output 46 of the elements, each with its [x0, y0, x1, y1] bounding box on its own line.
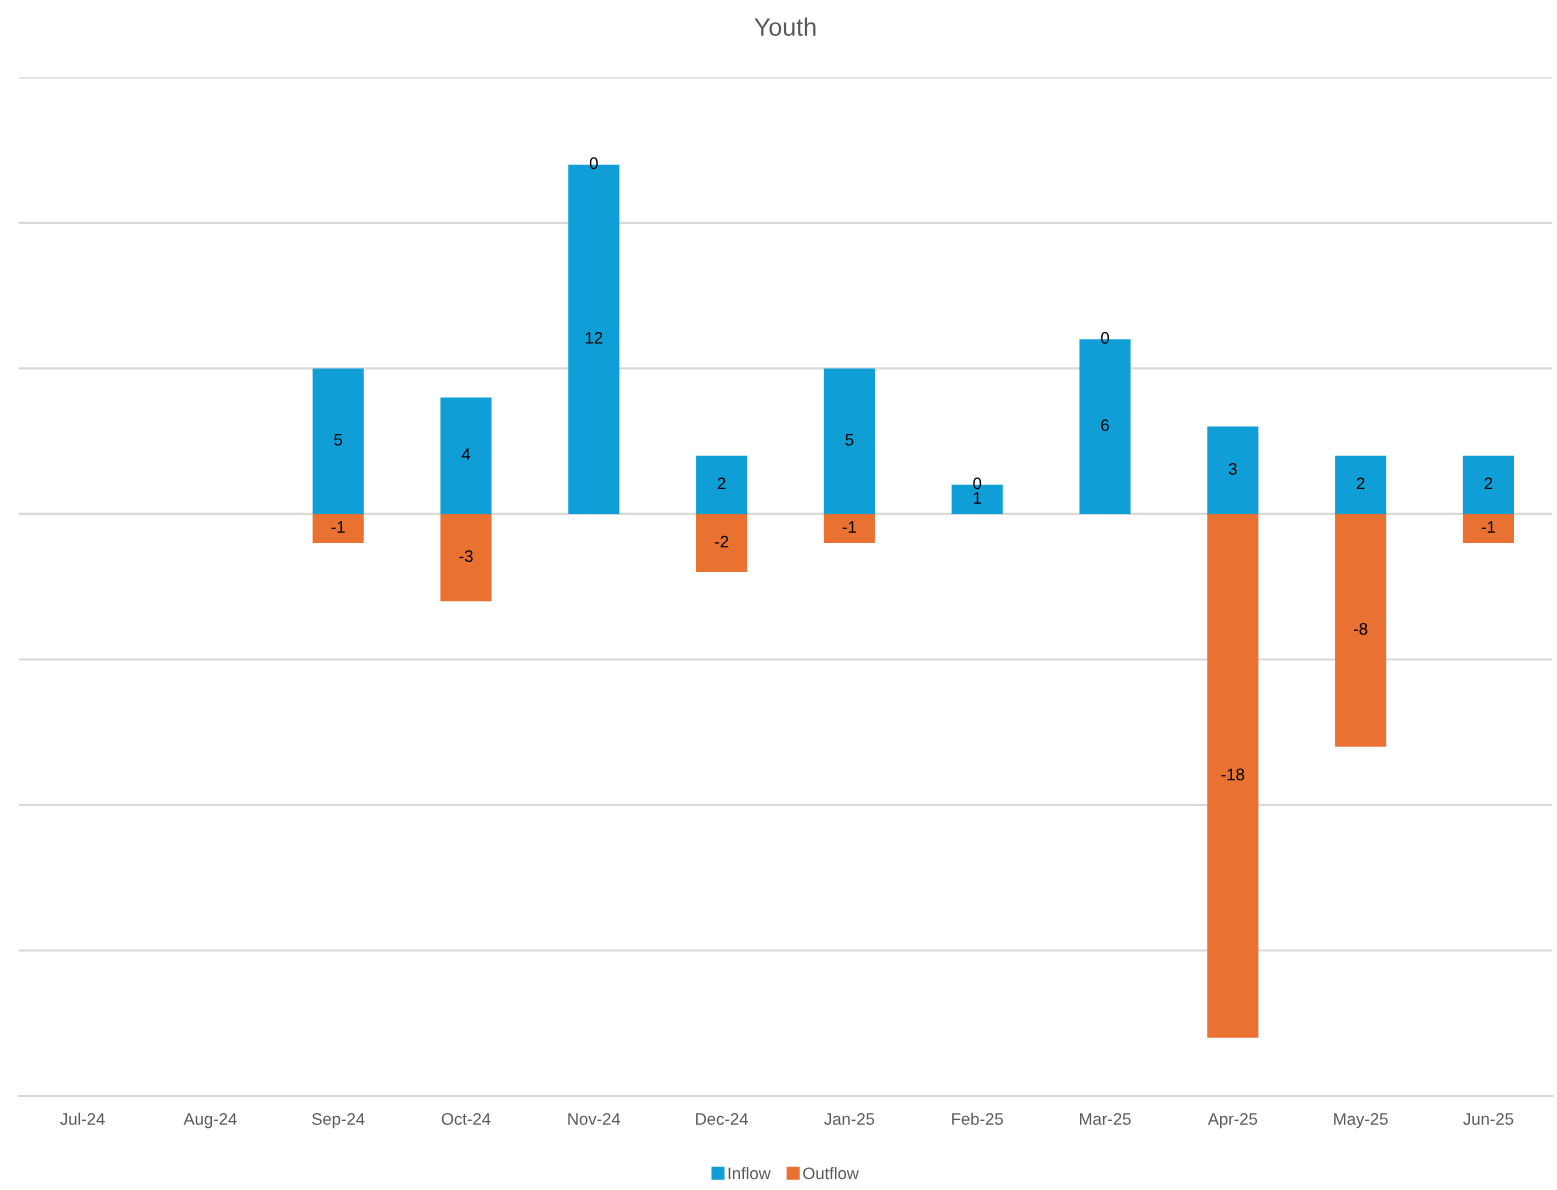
- data-label: 12: [585, 331, 603, 344]
- bar: [1462, 513, 1514, 544]
- bar: [312, 368, 364, 514]
- x-tick-label: Apr-25: [1207, 1113, 1258, 1129]
- data-label: -8: [1353, 623, 1368, 635]
- x-tick-label: Jul-24: [60, 1112, 105, 1125]
- data-label: -1: [842, 521, 857, 533]
- data-label: 1: [973, 492, 982, 504]
- bar: [823, 513, 875, 544]
- bar: [696, 513, 748, 573]
- x-tick-label: Jan-25: [824, 1113, 875, 1125]
- data-label: -3: [459, 550, 473, 563]
- data-label: 2: [1356, 477, 1365, 490]
- bar: [1462, 455, 1514, 514]
- x-tick-label: Sep-24: [312, 1113, 365, 1129]
- x-tick-label: Jun-25: [1463, 1113, 1514, 1125]
- bar: [1207, 513, 1259, 1038]
- x-tick-label: Mar-25: [1079, 1113, 1131, 1125]
- data-label: -1: [331, 521, 345, 533]
- x-tick-label: Oct-24: [441, 1113, 491, 1125]
- bar: [823, 368, 875, 514]
- bar: [1335, 513, 1387, 747]
- x-tick-label: Nov-24: [568, 1113, 621, 1125]
- data-label: 5: [845, 433, 854, 446]
- data-label: -2: [714, 535, 729, 548]
- bar: [1207, 426, 1259, 514]
- legend-label: Inflow: [728, 1167, 771, 1180]
- bar: [440, 397, 492, 514]
- bar: [696, 455, 748, 514]
- x-tick-label: May-25: [1334, 1113, 1388, 1129]
- data-label: 2: [717, 477, 726, 490]
- data-label: 6: [1101, 419, 1109, 432]
- data-label: 4: [461, 448, 471, 461]
- bar: [440, 513, 492, 602]
- data-label: 5: [334, 433, 343, 446]
- bar: [1335, 455, 1387, 514]
- x-tick-label: Aug-24: [183, 1113, 237, 1129]
- chart-title: Youth: [754, 17, 816, 36]
- x-tick-label: Dec-24: [696, 1113, 748, 1125]
- x-tick-label: Feb-25: [952, 1112, 1003, 1125]
- bar: [312, 513, 364, 544]
- data-label: 2: [1484, 477, 1493, 490]
- data-label: 3: [1228, 462, 1237, 475]
- data-label: -1: [1481, 521, 1496, 533]
- legend-label: Outflow: [803, 1167, 859, 1180]
- data-label: -18: [1221, 768, 1245, 781]
